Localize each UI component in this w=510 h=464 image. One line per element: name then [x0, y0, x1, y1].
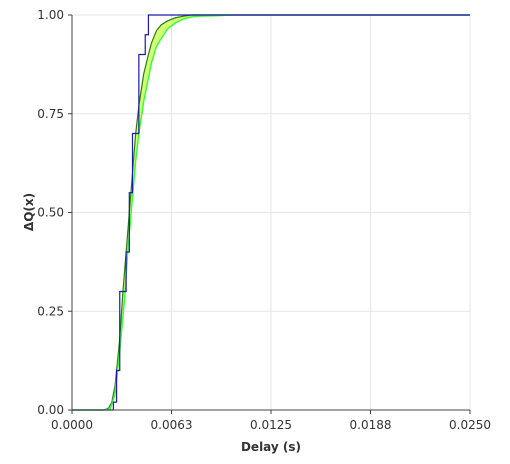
x-tick-label: 0.0188	[350, 418, 392, 432]
y-tick-label: 0.00	[37, 403, 64, 417]
x-tick-label: 0.0000	[51, 418, 93, 432]
y-tick-label: 0.50	[37, 206, 64, 220]
step-series-line	[72, 14, 470, 411]
upper-series-line	[72, 14, 470, 411]
x-axis-title: Delay (s)	[241, 440, 301, 454]
x-tick-label: 0.0250	[449, 418, 491, 432]
y-axis-title: ΔQ(x)	[22, 193, 36, 231]
axis-layer: 0.0000 0.0063 0.0125 0.0188 0.0250 0.00 0.25 0.…	[37, 8, 491, 432]
y-tick-label: 0.75	[37, 107, 64, 121]
y-tick-label: 1.00	[37, 8, 64, 22]
y-tick-label: 0.25	[37, 304, 64, 318]
x-tick-label: 0.0125	[250, 418, 292, 432]
x-tick-label: 0.0063	[151, 418, 193, 432]
series-layer	[72, 14, 470, 411]
lower-series-line	[72, 14, 232, 411]
